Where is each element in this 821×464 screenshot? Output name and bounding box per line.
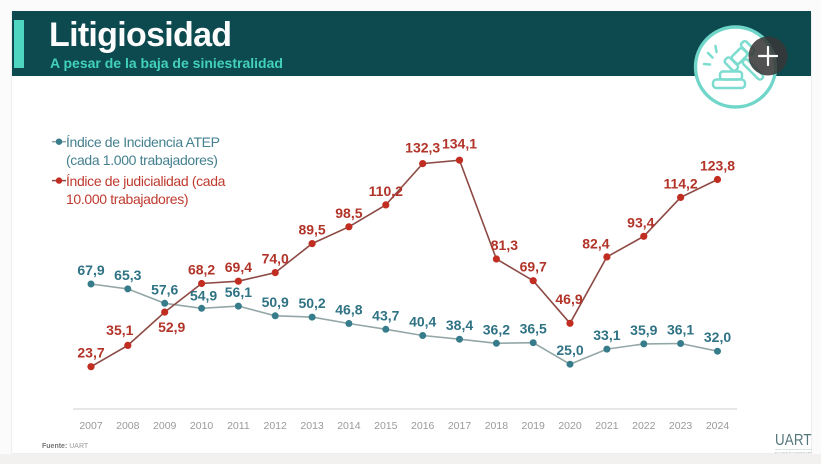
svg-text:2019: 2019 (522, 420, 546, 432)
svg-text:110,2: 110,2 (369, 183, 403, 199)
svg-text:36,5: 36,5 (520, 321, 547, 337)
svg-text:2024: 2024 (706, 420, 730, 432)
svg-text:46,9: 46,9 (555, 291, 582, 307)
svg-text:43,7: 43,7 (372, 307, 399, 323)
svg-text:67,9: 67,9 (77, 262, 104, 278)
svg-text:2022: 2022 (632, 420, 656, 432)
svg-text:114,2: 114,2 (663, 175, 697, 191)
svg-text:74,0: 74,0 (262, 251, 289, 267)
svg-text:23,7: 23,7 (77, 345, 104, 361)
svg-text:2010: 2010 (190, 420, 214, 432)
svg-text:93,4: 93,4 (627, 214, 654, 230)
svg-text:56,1: 56,1 (225, 284, 252, 300)
svg-text:81,3: 81,3 (491, 237, 518, 253)
svg-text:2016: 2016 (411, 420, 435, 432)
svg-text:2012: 2012 (264, 420, 288, 432)
svg-text:2007: 2007 (79, 420, 103, 432)
svg-text:82,4: 82,4 (582, 236, 609, 252)
svg-text:52,9: 52,9 (158, 319, 185, 335)
svg-text:89,5: 89,5 (298, 222, 325, 238)
svg-text:2018: 2018 (485, 420, 509, 432)
svg-text:132,3: 132,3 (405, 140, 440, 156)
svg-text:40,4: 40,4 (409, 314, 436, 330)
svg-text:2013: 2013 (300, 420, 324, 432)
svg-text:36,2: 36,2 (483, 321, 510, 337)
svg-text:25,0: 25,0 (556, 342, 583, 358)
svg-text:2011: 2011 (227, 420, 250, 432)
svg-text:50,9: 50,9 (262, 294, 289, 310)
svg-text:38,4: 38,4 (446, 317, 473, 333)
svg-text:32,0: 32,0 (704, 329, 731, 345)
svg-text:46,8: 46,8 (335, 302, 362, 318)
svg-text:35,9: 35,9 (630, 322, 657, 338)
svg-text:50,2: 50,2 (298, 295, 325, 311)
svg-text:69,7: 69,7 (520, 259, 547, 275)
svg-text:2023: 2023 (669, 420, 693, 432)
svg-text:33,1: 33,1 (593, 327, 620, 343)
svg-text:69,4: 69,4 (225, 259, 252, 275)
svg-text:2020: 2020 (558, 420, 582, 432)
svg-text:65,3: 65,3 (114, 267, 141, 283)
svg-text:68,2: 68,2 (188, 262, 215, 278)
svg-text:2021: 2021 (595, 420, 619, 432)
svg-text:2009: 2009 (153, 420, 177, 432)
svg-text:123,8: 123,8 (700, 158, 735, 174)
svg-text:35,1: 35,1 (106, 322, 133, 338)
svg-text:2015: 2015 (374, 420, 398, 432)
svg-text:2017: 2017 (448, 420, 472, 432)
svg-text:2008: 2008 (116, 420, 140, 432)
svg-text:57,6: 57,6 (151, 281, 178, 297)
svg-text:2014: 2014 (337, 420, 361, 432)
svg-text:98,5: 98,5 (335, 205, 362, 221)
svg-text:54,9: 54,9 (190, 287, 217, 303)
svg-text:36,1: 36,1 (667, 322, 694, 338)
svg-text:134,1: 134,1 (442, 136, 477, 152)
